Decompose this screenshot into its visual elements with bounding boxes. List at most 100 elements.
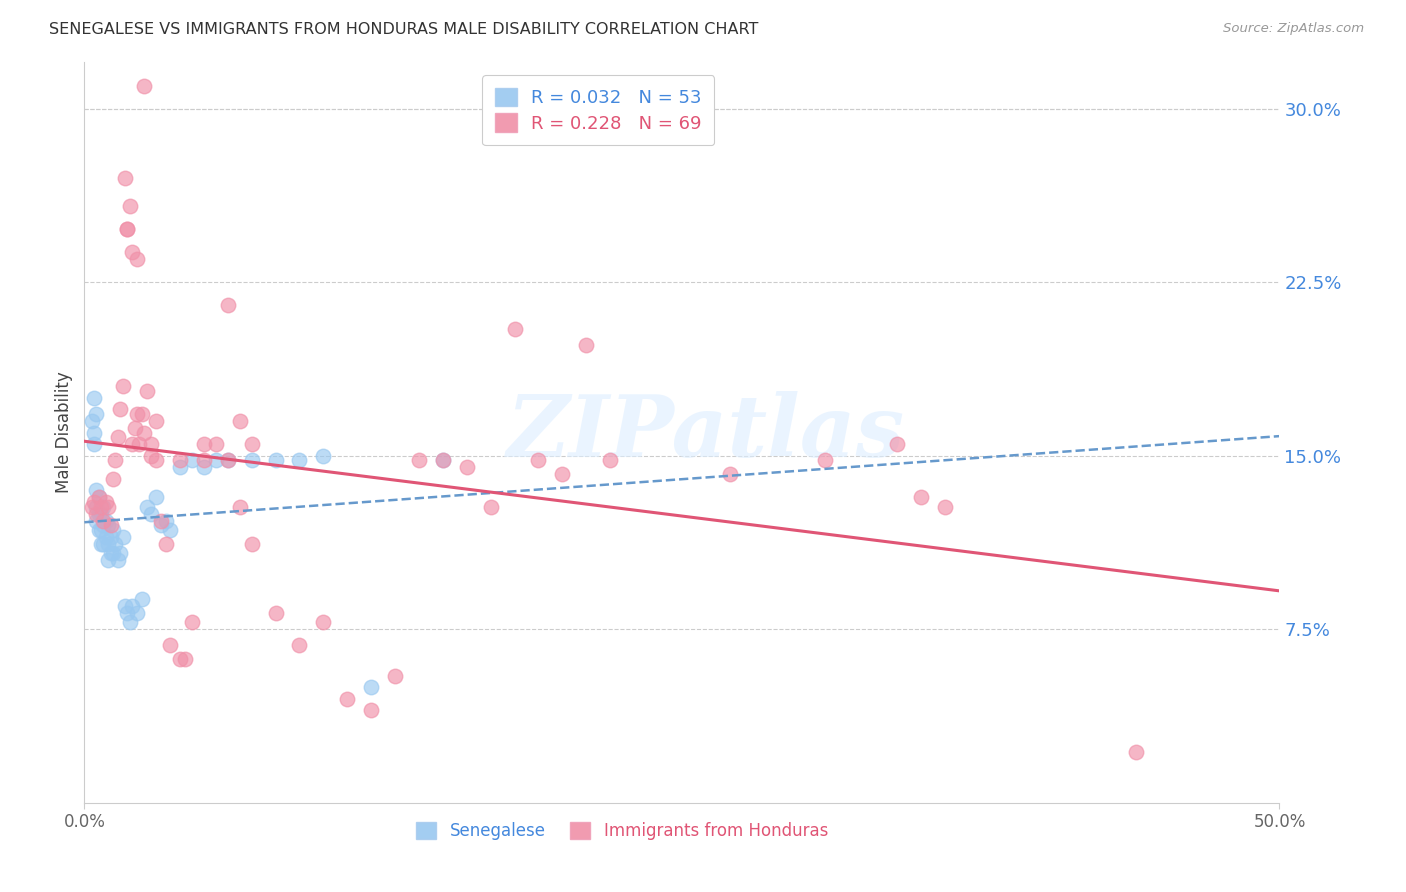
Text: SENEGALESE VS IMMIGRANTS FROM HONDURAS MALE DISABILITY CORRELATION CHART: SENEGALESE VS IMMIGRANTS FROM HONDURAS M… — [49, 22, 759, 37]
Point — [117, 222, 139, 236]
Point — [90, 507, 112, 521]
Point — [121, 599, 143, 614]
Point — [169, 453, 191, 467]
Point — [104, 453, 127, 467]
Point — [240, 536, 263, 550]
Point — [83, 437, 105, 451]
Point — [432, 453, 454, 467]
Point — [336, 691, 359, 706]
Point — [193, 437, 215, 451]
Point — [264, 453, 287, 467]
Point — [97, 500, 120, 514]
Point — [479, 500, 502, 514]
Point — [181, 453, 204, 467]
Point — [117, 606, 139, 620]
Point — [87, 507, 110, 521]
Point — [159, 639, 181, 653]
Point — [117, 222, 139, 236]
Point — [125, 407, 148, 421]
Point — [101, 472, 124, 486]
Point — [217, 453, 239, 467]
Point — [718, 467, 741, 482]
Point — [288, 639, 311, 653]
Point — [93, 514, 115, 528]
Point — [93, 536, 115, 550]
Point — [124, 421, 146, 435]
Point — [193, 460, 215, 475]
Point — [141, 449, 163, 463]
Point — [131, 407, 153, 421]
Point — [240, 437, 263, 451]
Point — [599, 453, 621, 467]
Point — [141, 507, 163, 521]
Point — [312, 449, 335, 463]
Point — [288, 453, 311, 467]
Point — [169, 652, 191, 666]
Point — [155, 536, 177, 550]
Point — [111, 379, 134, 393]
Point — [118, 615, 141, 630]
Point — [384, 668, 406, 682]
Point — [94, 530, 117, 544]
Point — [217, 298, 239, 312]
Point — [205, 453, 228, 467]
Point — [100, 530, 122, 544]
Point — [205, 437, 228, 451]
Point — [93, 518, 115, 533]
Point — [125, 606, 148, 620]
Point — [229, 414, 252, 428]
Point — [110, 546, 132, 560]
Point — [149, 514, 172, 528]
Point — [135, 384, 157, 398]
Point — [118, 199, 141, 213]
Point — [107, 553, 129, 567]
Point — [114, 171, 136, 186]
Point — [90, 500, 112, 514]
Point — [159, 523, 181, 537]
Point — [181, 615, 204, 630]
Point — [934, 500, 956, 514]
Point — [360, 680, 382, 694]
Point — [87, 491, 110, 505]
Point — [107, 430, 129, 444]
Point — [86, 514, 108, 528]
Point — [169, 460, 191, 475]
Point — [86, 507, 108, 521]
Point — [1125, 745, 1147, 759]
Point — [101, 523, 124, 537]
Point — [229, 500, 252, 514]
Point — [111, 530, 134, 544]
Point — [886, 437, 908, 451]
Point — [101, 546, 124, 560]
Point — [145, 414, 167, 428]
Point — [527, 453, 550, 467]
Point — [575, 337, 598, 351]
Point — [86, 407, 108, 421]
Point — [910, 491, 932, 505]
Point — [551, 467, 574, 482]
Point — [155, 514, 177, 528]
Point — [90, 536, 112, 550]
Point — [432, 453, 454, 467]
Point — [149, 518, 172, 533]
Text: Source: ZipAtlas.com: Source: ZipAtlas.com — [1223, 22, 1364, 36]
Point — [408, 453, 430, 467]
Point — [97, 553, 120, 567]
Y-axis label: Male Disability: Male Disability — [55, 372, 73, 493]
Point — [83, 425, 105, 440]
Point — [94, 495, 117, 509]
Point — [173, 652, 195, 666]
Point — [83, 391, 105, 405]
Point — [100, 518, 122, 533]
Legend: Senegalese, Immigrants from Honduras: Senegalese, Immigrants from Honduras — [406, 812, 838, 850]
Point — [135, 500, 157, 514]
Point — [86, 500, 108, 514]
Point — [145, 491, 167, 505]
Point — [80, 414, 103, 428]
Point — [193, 453, 215, 467]
Point — [121, 245, 143, 260]
Point — [145, 453, 167, 467]
Point — [100, 546, 122, 560]
Point — [90, 523, 112, 537]
Point — [131, 592, 153, 607]
